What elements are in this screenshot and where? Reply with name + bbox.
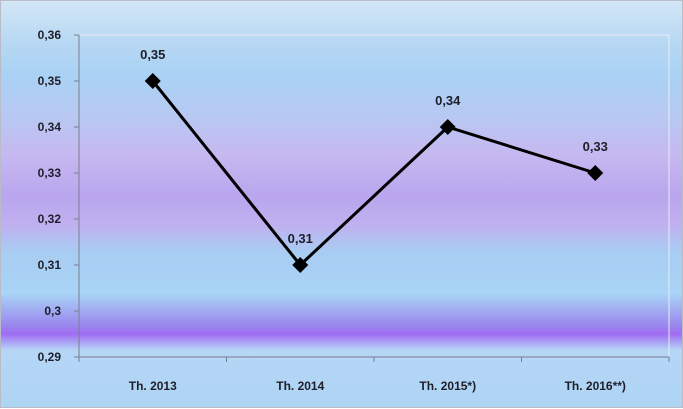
data-label: 0,35 (140, 47, 165, 62)
data-labels: 0,35 0,31 0,34 0,33 (140, 47, 608, 246)
diamond-marker (292, 257, 309, 273)
y-tick-label: 0,35 (38, 74, 62, 88)
y-tick-label: 0,31 (38, 258, 62, 272)
data-label: 0,31 (288, 231, 313, 246)
x-tick-label: Th. 2016**) (565, 379, 626, 393)
diamond-marker (439, 119, 456, 135)
data-label: 0,34 (435, 93, 461, 108)
x-tick-label: Th. 2014 (276, 379, 324, 393)
y-tick-label: 0,33 (38, 166, 62, 180)
diamond-marker (587, 165, 604, 181)
series-line (144, 73, 604, 273)
y-tick-label: 0,3 (44, 304, 61, 318)
diamond-marker (144, 73, 161, 89)
y-tick-label: 0,36 (38, 28, 62, 42)
y-tick-label: 0,34 (38, 120, 62, 134)
y-tick-label: 0,32 (38, 212, 62, 226)
x-tick-label: Th. 2015*) (419, 379, 476, 393)
data-label: 0,33 (583, 139, 608, 154)
x-axis: Th. 2013 Th. 2014 Th. 2015*) Th. 2016**) (78, 356, 670, 393)
y-axis: 0,29 0,3 0,31 0,32 0,33 0,34 0,35 0,36 (38, 28, 80, 364)
y-tick-label: 0,29 (38, 350, 62, 364)
x-tick-label: Th. 2013 (129, 379, 177, 393)
series-line-path (151, 80, 596, 268)
